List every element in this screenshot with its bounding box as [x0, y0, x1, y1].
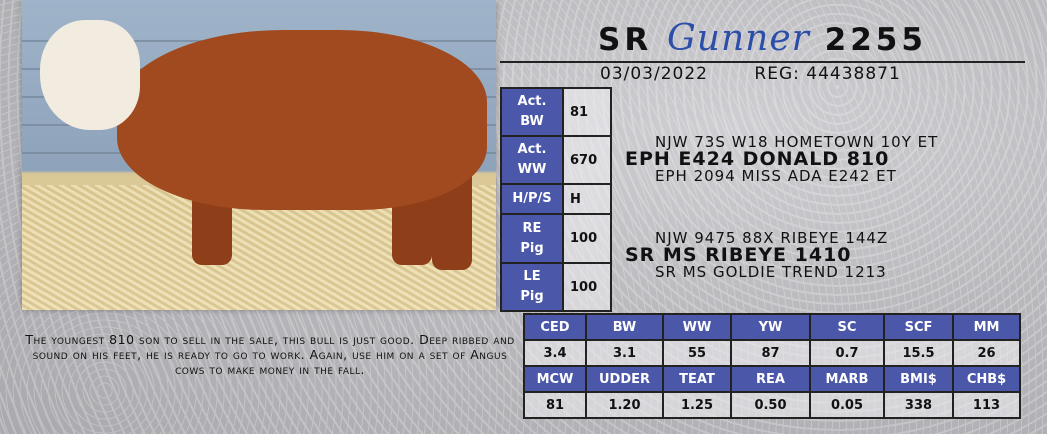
stat-row: RE Pig 100	[500, 213, 612, 264]
title-name: Gunner	[667, 18, 810, 59]
epd-header: REA	[730, 365, 811, 393]
epd-header: BW	[585, 313, 664, 341]
epd-header-row: CED BW WW YW SC SCF MM	[523, 313, 1021, 341]
epd-header-row: MCW UDDER TEAT REA MARB BMI$ CHB$	[523, 365, 1021, 393]
epd-header: YW	[730, 313, 811, 341]
epd-value: 1.25	[662, 391, 732, 419]
stat-value: 670	[562, 135, 612, 185]
epd-value: 113	[952, 391, 1021, 419]
epd-value: 87	[730, 339, 811, 367]
stat-value: H	[562, 183, 612, 215]
epd-header: MM	[952, 313, 1021, 341]
stats-table: Act. BW 81 Act. WW 670 H/P/S H RE Pig 100 LE Pig…	[500, 87, 612, 312]
bull-head	[40, 20, 140, 130]
bull-photo	[22, 0, 496, 310]
epd-value: 3.1	[585, 339, 664, 367]
stat-row: LE Pig 100	[500, 262, 612, 312]
stat-label: H/P/S	[500, 183, 564, 215]
epd-value: 1.20	[585, 391, 664, 419]
title-number: 2255	[824, 22, 927, 58]
epd-value: 81	[523, 391, 587, 419]
epd-value: 15.5	[883, 339, 954, 367]
epd-header: CHB$	[952, 365, 1021, 393]
stat-label: Act. WW	[500, 135, 564, 185]
epd-value: 26	[952, 339, 1021, 367]
title-prefix: SR	[598, 22, 653, 58]
epd-value: 55	[662, 339, 732, 367]
epd-value: 3.4	[523, 339, 587, 367]
epd-table: CED BW WW YW SC SCF MM 3.4 3.1 55 87 0.7 15.5 26 MCW…	[523, 313, 1021, 419]
epd-value: 0.7	[809, 339, 885, 367]
epd-value-row: 81 1.20 1.25 0.50 0.05 338 113	[523, 391, 1021, 419]
epd-header: TEAT	[662, 365, 732, 393]
stat-value: 100	[562, 262, 612, 312]
epd-value: 0.50	[730, 391, 811, 419]
epd-header: MCW	[523, 365, 587, 393]
epd-header: UDDER	[585, 365, 664, 393]
stat-row: Act. BW 81	[500, 87, 612, 137]
epd-header: SC	[809, 313, 885, 341]
stat-value: 81	[562, 87, 612, 137]
birth-date: 03/03/2022	[600, 64, 708, 84]
description-text: The youngest 810 son to sell in the sale…	[25, 332, 515, 377]
epd-header: CED	[523, 313, 587, 341]
stat-row: H/P/S H	[500, 183, 612, 215]
epd-value: 338	[883, 391, 954, 419]
birth-reg-row: 03/03/2022 REG: 44438871	[600, 64, 941, 84]
epd-value: 0.05	[809, 391, 885, 419]
pedigree-dam-dam: SR MS GOLDIE TREND 1213	[655, 263, 887, 281]
epd-value-row: 3.4 3.1 55 87 0.7 15.5 26	[523, 339, 1021, 367]
title-divider	[500, 61, 1025, 63]
epd-header: MARB	[809, 365, 885, 393]
pedigree-dam-sire: NJW 9475 88X RIBEYE 144Z	[655, 229, 889, 247]
stat-label: LE Pig	[500, 262, 564, 312]
pedigree-sire-sire: NJW 73S W18 HOMETOWN 10Y ET	[655, 133, 939, 151]
stat-row: Act. WW 670	[500, 135, 612, 185]
stat-label: RE Pig	[500, 213, 564, 264]
animal-title: SR Gunner 2255	[500, 18, 1025, 59]
registration-number: REG: 44438871	[754, 64, 901, 84]
pedigree-dam: SR MS RIBEYE 1410	[625, 244, 852, 266]
stat-label: Act. BW	[500, 87, 564, 137]
epd-header: WW	[662, 313, 732, 341]
stat-value: 100	[562, 213, 612, 264]
pedigree-sire-dam: EPH 2094 MISS ADA E242 ET	[655, 167, 897, 185]
pedigree-sire: EPH E424 DONALD 810	[625, 148, 890, 170]
epd-header: SCF	[883, 313, 954, 341]
bull-body	[117, 30, 487, 210]
epd-header: BMI$	[883, 365, 954, 393]
